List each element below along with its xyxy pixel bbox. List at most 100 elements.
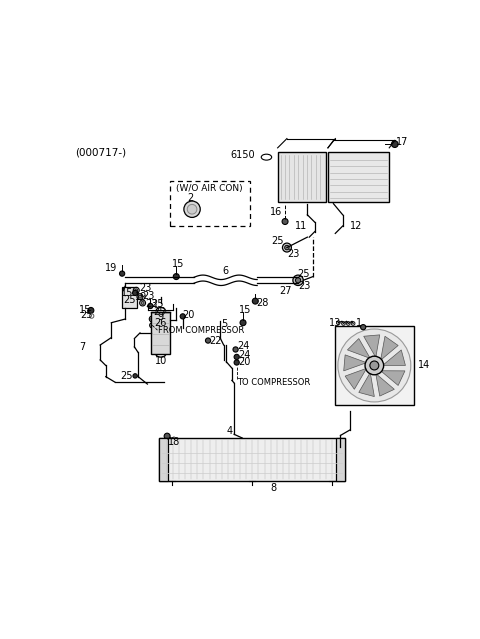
- Text: 25: 25: [271, 236, 284, 246]
- Circle shape: [234, 354, 240, 360]
- Circle shape: [150, 323, 155, 328]
- Circle shape: [351, 321, 355, 325]
- Text: 6150: 6150: [230, 150, 254, 160]
- Bar: [335, 326, 414, 405]
- Polygon shape: [376, 374, 395, 396]
- Circle shape: [132, 290, 138, 296]
- Text: 1: 1: [356, 318, 362, 328]
- Polygon shape: [381, 371, 405, 385]
- Text: 19: 19: [135, 291, 147, 302]
- Circle shape: [296, 278, 300, 283]
- Text: FROM COMPRESSOR: FROM COMPRESSOR: [158, 326, 244, 335]
- Text: 12: 12: [349, 221, 362, 231]
- Text: 25: 25: [120, 371, 133, 381]
- Text: 11: 11: [295, 221, 307, 231]
- Text: 19: 19: [105, 263, 117, 273]
- Circle shape: [151, 318, 154, 321]
- Text: TO COMPRESSOR: TO COMPRESSOR: [237, 378, 310, 387]
- Text: 17: 17: [396, 137, 408, 147]
- Text: 4: 4: [226, 426, 232, 436]
- Text: 18: 18: [168, 436, 180, 447]
- Circle shape: [282, 243, 291, 252]
- Circle shape: [151, 324, 154, 327]
- FancyBboxPatch shape: [170, 181, 250, 226]
- Polygon shape: [348, 339, 370, 358]
- Text: 20: 20: [182, 309, 194, 320]
- Text: 25: 25: [80, 311, 92, 320]
- Circle shape: [120, 271, 125, 276]
- Ellipse shape: [261, 154, 272, 160]
- Polygon shape: [383, 350, 406, 366]
- Circle shape: [336, 321, 340, 325]
- Circle shape: [342, 321, 345, 325]
- Text: 15: 15: [172, 259, 184, 268]
- Text: 15: 15: [121, 288, 133, 298]
- Text: 24: 24: [238, 350, 251, 360]
- Text: (W/O AIR CON): (W/O AIR CON): [177, 183, 243, 192]
- Circle shape: [370, 361, 379, 370]
- Circle shape: [88, 307, 94, 313]
- Text: (000717-): (000717-): [75, 147, 126, 157]
- Text: 25: 25: [298, 268, 310, 279]
- Text: 2: 2: [187, 193, 193, 203]
- Circle shape: [173, 273, 179, 279]
- Circle shape: [184, 201, 200, 217]
- Text: 8: 8: [271, 483, 277, 493]
- Polygon shape: [345, 368, 367, 389]
- Text: 5: 5: [221, 319, 228, 329]
- Text: 24: 24: [237, 341, 249, 351]
- Text: 25: 25: [151, 299, 163, 309]
- Circle shape: [338, 329, 411, 402]
- Text: 23: 23: [145, 299, 157, 309]
- Bar: [277, 151, 326, 202]
- Text: 26: 26: [154, 318, 167, 328]
- Text: 28: 28: [256, 298, 269, 308]
- Circle shape: [89, 314, 94, 318]
- Text: 23: 23: [139, 284, 152, 293]
- Circle shape: [135, 289, 138, 292]
- Text: 10: 10: [155, 356, 167, 366]
- Text: 13: 13: [329, 318, 341, 328]
- Polygon shape: [364, 335, 380, 357]
- Circle shape: [137, 294, 143, 300]
- Circle shape: [133, 374, 137, 378]
- Bar: [328, 151, 389, 202]
- Text: 25: 25: [123, 295, 136, 305]
- Circle shape: [240, 320, 246, 326]
- Bar: [158, 438, 168, 481]
- Text: 23: 23: [299, 281, 311, 291]
- Circle shape: [141, 302, 144, 304]
- Polygon shape: [381, 336, 398, 360]
- Circle shape: [133, 288, 139, 293]
- Polygon shape: [359, 373, 374, 397]
- Circle shape: [282, 219, 288, 224]
- Text: 25: 25: [154, 307, 166, 316]
- Circle shape: [148, 304, 153, 309]
- Text: 7: 7: [79, 342, 85, 352]
- Circle shape: [140, 300, 145, 306]
- Circle shape: [233, 347, 238, 352]
- Text: 27: 27: [279, 286, 291, 296]
- Circle shape: [293, 275, 303, 286]
- Bar: [336, 438, 345, 481]
- Circle shape: [234, 360, 240, 365]
- Bar: [151, 312, 170, 354]
- Text: 22: 22: [209, 335, 222, 346]
- Text: 20: 20: [238, 357, 251, 367]
- Text: 23: 23: [288, 249, 300, 259]
- Circle shape: [180, 314, 185, 319]
- Bar: [122, 288, 137, 308]
- Circle shape: [164, 433, 170, 439]
- Text: 14: 14: [419, 360, 431, 371]
- Bar: [158, 438, 345, 481]
- Circle shape: [347, 321, 350, 325]
- Text: 15: 15: [239, 305, 251, 314]
- Circle shape: [285, 245, 289, 250]
- Circle shape: [205, 338, 211, 343]
- Text: 23: 23: [142, 291, 155, 301]
- Text: 9: 9: [157, 312, 164, 322]
- Text: 15: 15: [79, 305, 92, 314]
- Text: 16: 16: [270, 207, 282, 217]
- Text: 6: 6: [222, 266, 228, 275]
- Circle shape: [139, 295, 142, 298]
